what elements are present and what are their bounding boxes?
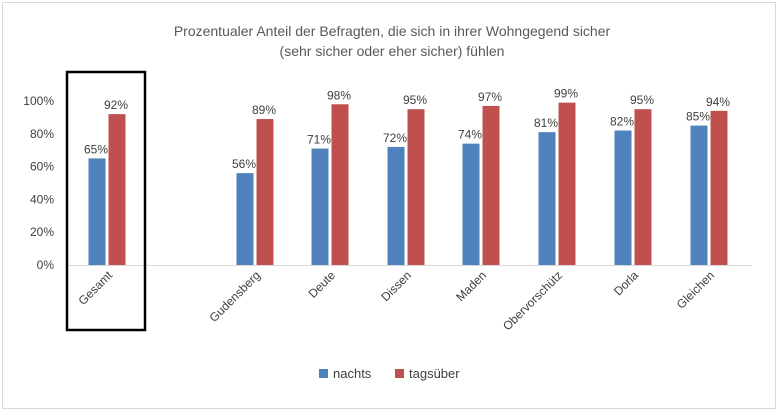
data-label-nachts-gesamt: 65% [84, 142, 108, 156]
data-label-nachts-dorla: 82% [610, 115, 634, 129]
x-tick-label-dorla: Dorla [611, 268, 641, 298]
bar-nachts-gudensberg [236, 173, 254, 265]
data-label-nachts-dissen: 72% [383, 131, 407, 145]
legend-swatch-tagsüber [395, 369, 404, 378]
data-label-tagsüber-gleichen: 94% [706, 95, 730, 109]
legend-label-tagsüber: tagsüber [409, 366, 460, 381]
y-tick-label: 20% [30, 225, 54, 239]
bar-tagsüber-gleichen [710, 110, 728, 265]
bar-nachts-gesamt [88, 158, 106, 265]
data-label-nachts-obervorschütz: 81% [534, 116, 558, 130]
data-label-tagsüber-gesamt: 92% [104, 98, 128, 112]
data-label-tagsüber-obervorschütz: 99% [554, 87, 578, 101]
chart-title-line1: Prozentualer Anteil der Befragten, die s… [174, 23, 611, 39]
bar-nachts-dissen [387, 146, 405, 265]
y-tick-label: 0% [37, 258, 55, 272]
data-label-nachts-deute: 71% [307, 133, 331, 147]
x-tick-label-gleichen: Gleichen [674, 268, 717, 311]
legend: nachts tagsüber [319, 366, 460, 381]
y-tick-label: 80% [30, 127, 54, 141]
bar-tagsüber-deute [331, 104, 349, 265]
chart-title-line2: (sehr sicher oder eher sicher) fühlen [280, 43, 505, 59]
bar-nachts-gleichen [690, 125, 708, 265]
bar-tagsüber-maden [482, 105, 500, 265]
bar-nachts-dorla [614, 130, 632, 265]
data-label-nachts-maden: 74% [458, 128, 482, 142]
x-tick-label-maden: Maden [453, 268, 489, 304]
bar-tagsüber-obervorschütz [558, 102, 576, 265]
x-axis-labels: Gesamt Gudensberg Deute Dissen Maden Obervors… [76, 268, 718, 334]
legend-label-nachts: nachts [333, 366, 372, 381]
bar-nachts-maden [462, 143, 480, 265]
bar-tagsüber-dorla [634, 109, 652, 265]
bar-nachts-obervorschütz [538, 132, 556, 265]
y-tick-label: 60% [30, 160, 54, 174]
bar-tagsüber-gudensberg [256, 119, 274, 265]
data-label-nachts-gudensberg: 56% [232, 157, 256, 171]
bar-tagsüber-gesamt [108, 114, 126, 266]
data-label-tagsüber-gudensberg: 89% [252, 103, 276, 117]
y-tick-label: 40% [30, 192, 54, 206]
x-tick-label-gesamt: Gesamt [76, 268, 116, 308]
data-label-tagsüber-deute: 98% [327, 88, 351, 102]
highlight-box-gesamt [65, 70, 147, 332]
x-tick-label-obervorschütz: Obervorschütz [500, 268, 565, 333]
y-tick-label: 100% [23, 94, 54, 108]
x-tick-label-deute: Deute [306, 268, 339, 301]
x-tick-label-dissen: Dissen [378, 268, 414, 304]
x-tick-label-gudensberg: Gudensberg [207, 268, 264, 325]
bars [88, 102, 728, 266]
y-axis: 0% 20% 40% 60% 80% 100% [23, 94, 54, 272]
data-label-tagsüber-maden: 97% [478, 90, 502, 104]
bar-nachts-deute [311, 148, 329, 265]
bar-tagsüber-dissen [407, 109, 425, 265]
legend-swatch-nachts [319, 369, 328, 378]
data-label-nachts-gleichen: 85% [686, 110, 710, 124]
data-label-tagsüber-dorla: 95% [630, 93, 654, 107]
data-label-tagsüber-dissen: 95% [403, 93, 427, 107]
data-labels: 65% 92% 56% 89% 71% 98% 72% 95% 74% 97% 81% 99% 82% 9… [84, 87, 730, 172]
